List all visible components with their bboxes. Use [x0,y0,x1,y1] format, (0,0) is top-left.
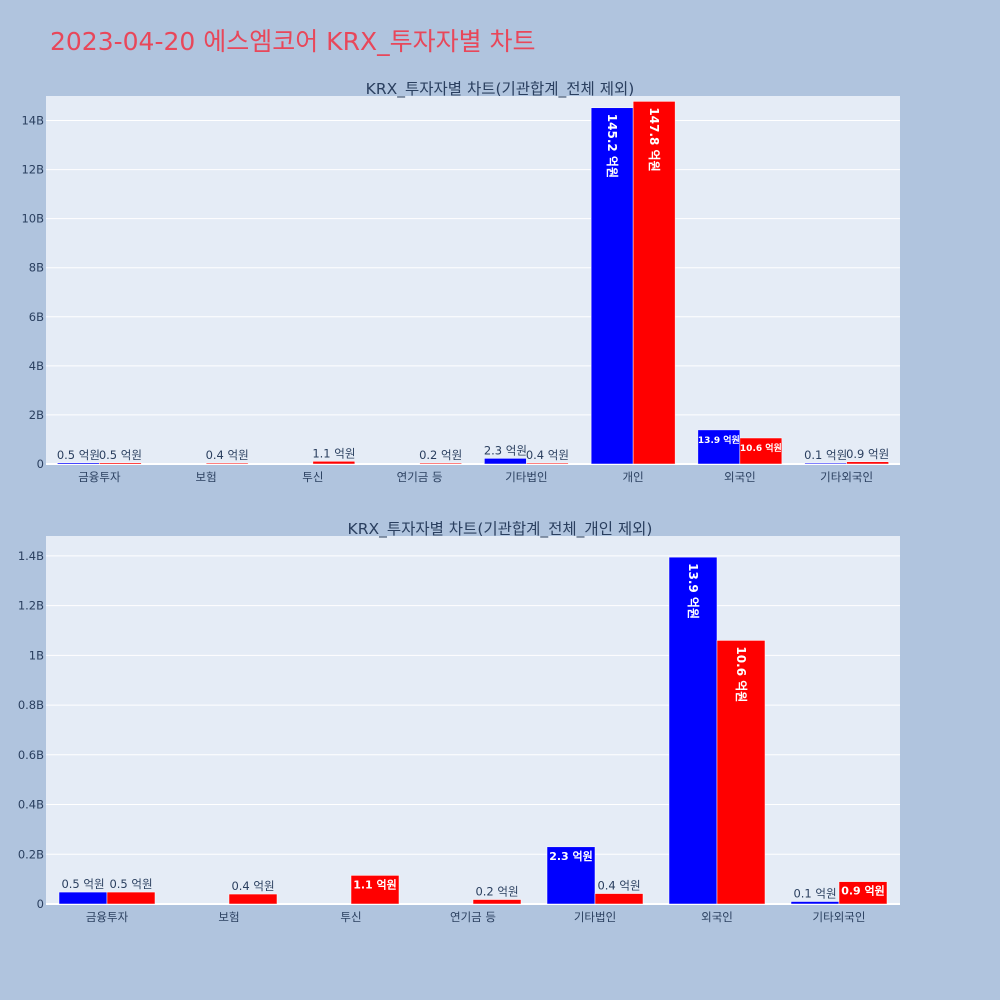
y-tick-label: 8B [29,261,44,275]
x-tick-label: 투신 [340,910,361,924]
data-label: 0.5 억원 [99,448,142,462]
x-tick-label: 외국인 [701,910,733,924]
chart-subtitle: KRX_투자자별 차트(기관합계_전체 제외) [366,80,635,99]
data-label: 145.2 억원 [605,114,619,178]
x-tick-label: 금융투자 [78,470,121,484]
y-tick-label: 4B [29,359,44,373]
buy-bar [590,107,634,465]
x-tick-label: 기타법인 [574,910,616,924]
data-label: 0.5 억원 [109,877,152,891]
sell-bar [632,101,676,465]
data-label: 0.1 억원 [793,887,836,901]
buy-bar [790,901,840,905]
plot-area [46,96,900,464]
x-tick-label: 기타외국인 [820,470,873,484]
data-label: 1.1 억원 [353,877,397,891]
chart-without-institutions: 0 2B 4B 6B 8B 10B 12B 14B KRX_투자자별 차트(기관합계_전체 제외… [21,80,900,484]
sell-bar [312,461,356,465]
sell-bar [205,462,249,465]
data-label: 0.2 억원 [419,448,462,462]
x-tick-label: 보험 [218,910,239,924]
x-tick-label: 외국인 [724,470,756,484]
y-tick-label: 1.4B [18,549,44,563]
data-label: 0.4 억원 [206,448,249,462]
data-label: 0.2 억원 [475,885,518,899]
data-label: 13.9 억원 [686,563,700,619]
y-tick-label: 0.2B [18,847,44,861]
x-tick-label: 금융투자 [86,910,129,924]
y-tick-label: 6B [29,310,44,324]
buy-bar [57,462,100,465]
sell-bar [99,462,142,465]
y-tick-label: 10B [21,212,44,226]
page-title: 2023-04-20 에스엠코어 KRX_투자자별 차트 [50,27,536,56]
y-tick-label: 0 [37,457,44,471]
data-label: 0.4 억원 [526,448,569,462]
data-label: 10.6 억원 [740,442,782,454]
buy-bar [546,846,596,905]
plot-area [46,536,900,904]
x-tick-label: 보험 [196,470,217,484]
data-label: 0.4 억원 [231,879,274,893]
buy-bar [58,891,108,905]
data-label: 147.8 억원 [647,107,661,171]
data-label: 10.6 억원 [734,646,748,702]
sell-bar [594,893,644,905]
data-label: 0.9 억원 [841,884,885,898]
y-tick-label: 0.8B [18,698,44,712]
data-label: 2.3 억원 [484,443,527,457]
buy-bar [484,458,527,465]
chart-subtitle: KRX_투자자별 차트(기관합계_전체_개인 제외) [348,520,653,539]
data-label: 0.5 억원 [61,877,104,891]
y-tick-label: 14B [21,114,44,128]
buy-bar [804,462,847,465]
y-tick-label: 1B [29,648,44,662]
y-tick-label: 12B [21,163,44,177]
data-label: 13.9 억원 [698,434,740,446]
chart-without-institutions-and-individuals: 0 0.2B 0.4B 0.6B 0.8B 1B 1.2B 1.4B KRX_투자자별 차트(기… [18,520,900,924]
sell-bar [739,437,783,465]
x-tick-label: 연기금 등 [397,470,443,484]
buy-bar [668,556,718,905]
data-label: 0.5 억원 [57,448,100,462]
sell-bar [419,462,462,465]
sell-bar [106,891,156,905]
y-tick-label: 0.6B [18,748,44,762]
sell-bar [526,462,569,465]
x-tick-label: 기타외국인 [813,910,866,924]
y-tick-label: 1.2B [18,599,44,613]
y-tick-label: 2B [29,408,44,422]
sell-bar [472,899,522,905]
data-label: 2.3 억원 [549,849,593,863]
data-label: 1.1 억원 [312,446,355,460]
x-tick-label: 개인 [623,470,644,484]
x-tick-label: 투신 [302,470,323,484]
data-label: 0.4 억원 [597,879,640,893]
data-label: 0.1 억원 [804,448,847,462]
y-tick-label: 0.4B [18,798,44,812]
sell-bar [846,461,889,465]
y-tick-label: 0 [37,897,44,911]
sell-bar [228,893,278,905]
sell-bar [716,640,766,905]
sell-bar [350,875,400,905]
x-tick-label: 기타법인 [505,470,547,484]
sell-bar [838,881,888,905]
data-label: 0.9 억원 [846,447,889,461]
x-tick-label: 연기금 등 [450,910,496,924]
